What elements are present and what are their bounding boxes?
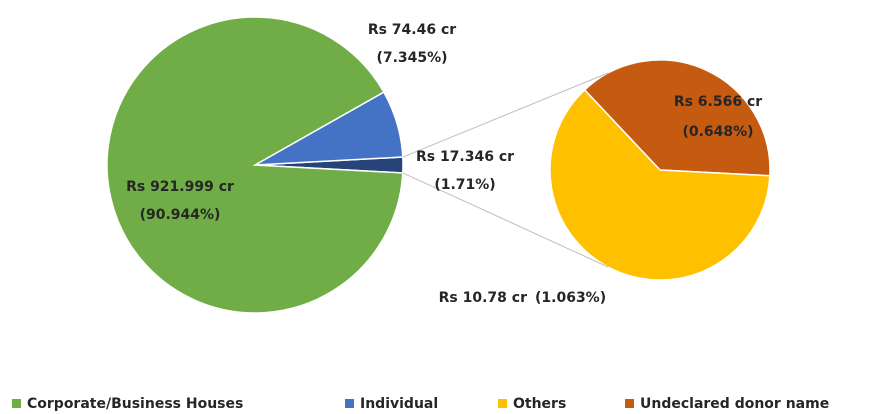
- data-label: Rs 17.346 cr: [416, 149, 514, 165]
- connector-line: [402, 72, 609, 158]
- sub-pie-slice: [583, 59, 771, 177]
- data-label: Rs 74.46 cr: [368, 22, 456, 38]
- legend-label: Undeclared donor name: [640, 396, 829, 412]
- legend-swatch: [625, 399, 634, 408]
- data-label: (90.944%): [140, 207, 221, 223]
- data-label: Rs 10.78 cr: [439, 290, 527, 306]
- data-label: (7.345%): [376, 50, 447, 66]
- legend-swatch: [12, 399, 21, 408]
- data-label: (1.71%): [434, 177, 495, 193]
- data-label: (1.063%): [535, 290, 606, 306]
- pie-slice: [106, 16, 404, 314]
- connector-line: [402, 172, 609, 268]
- data-label: (0.648%): [682, 124, 753, 140]
- legend-label: Individual: [360, 396, 438, 412]
- legend-label: Others: [513, 396, 566, 412]
- legend-swatch: [498, 399, 507, 408]
- legend-swatch: [345, 399, 354, 408]
- data-label: Rs 6.566 cr: [674, 94, 762, 110]
- sub-pie-slice: [549, 88, 771, 281]
- legend-label: Corporate/Business Houses: [27, 396, 243, 412]
- data-label: Rs 921.999 cr: [126, 179, 234, 195]
